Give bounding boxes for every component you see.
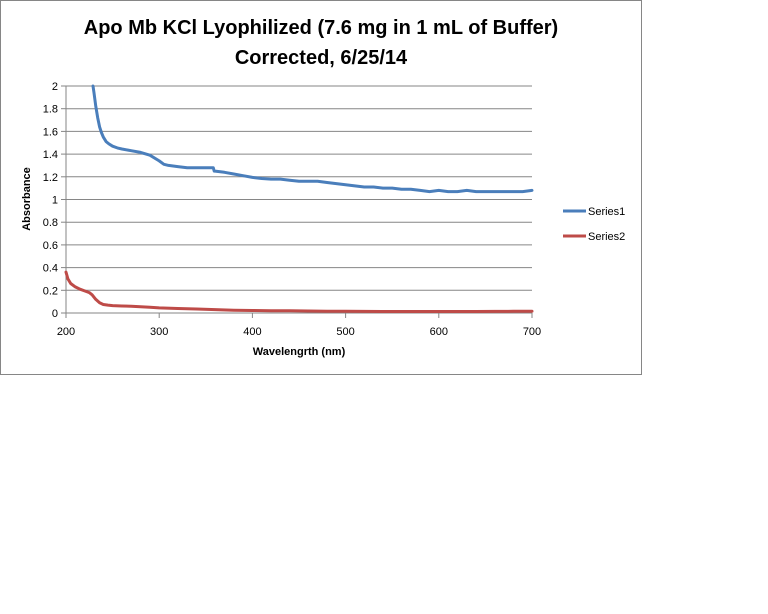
y-tick-label: 1.2 bbox=[43, 172, 58, 184]
y-tick-label: 2 bbox=[52, 81, 58, 93]
grid-lines bbox=[66, 85, 532, 291]
series-line-2 bbox=[64, 270, 534, 313]
y-tick-label: 1.8 bbox=[43, 104, 58, 116]
x-tick-label: 300 bbox=[150, 326, 168, 338]
x-axis-title: Wavelengrth (nm) bbox=[253, 346, 346, 358]
plot-area-series bbox=[64, 84, 534, 313]
chart-title-line-2: Corrected, 6/25/14 bbox=[235, 47, 408, 69]
legend: Series1 Series2 bbox=[563, 206, 625, 243]
x-tick-label: 500 bbox=[336, 326, 354, 338]
x-tick-label: 400 bbox=[243, 326, 261, 338]
axes bbox=[61, 85, 533, 318]
chart-title-line-1: Apo Mb KCl Lyophilized (7.6 mg in 1 mL o… bbox=[84, 17, 558, 39]
y-tick-label: 0.6 bbox=[43, 240, 58, 252]
y-tick-label: 0.4 bbox=[43, 263, 58, 275]
y-axis-title: Absorbance bbox=[21, 167, 33, 231]
y-tick-label: 1.6 bbox=[43, 126, 58, 138]
x-tick-label: 200 bbox=[57, 326, 75, 338]
legend-label-1: Series1 bbox=[588, 206, 625, 218]
x-tick-labels: 200 300 400 500 600 700 bbox=[57, 326, 541, 338]
series-line-1 bbox=[91, 84, 534, 194]
y-tick-label: 0.8 bbox=[43, 217, 58, 229]
y-tick-label: 0 bbox=[52, 308, 58, 320]
x-tick-label: 700 bbox=[523, 326, 541, 338]
y-tick-label: 1.4 bbox=[43, 149, 58, 161]
y-tick-labels: 0 0.2 0.4 0.6 0.8 1 1.2 1.4 1.6 1.8 2 bbox=[43, 81, 58, 320]
x-tick-label: 600 bbox=[430, 326, 448, 338]
legend-label-2: Series2 bbox=[588, 231, 625, 243]
y-tick-label: 0.2 bbox=[43, 285, 58, 297]
y-tick-label: 1 bbox=[52, 195, 58, 207]
